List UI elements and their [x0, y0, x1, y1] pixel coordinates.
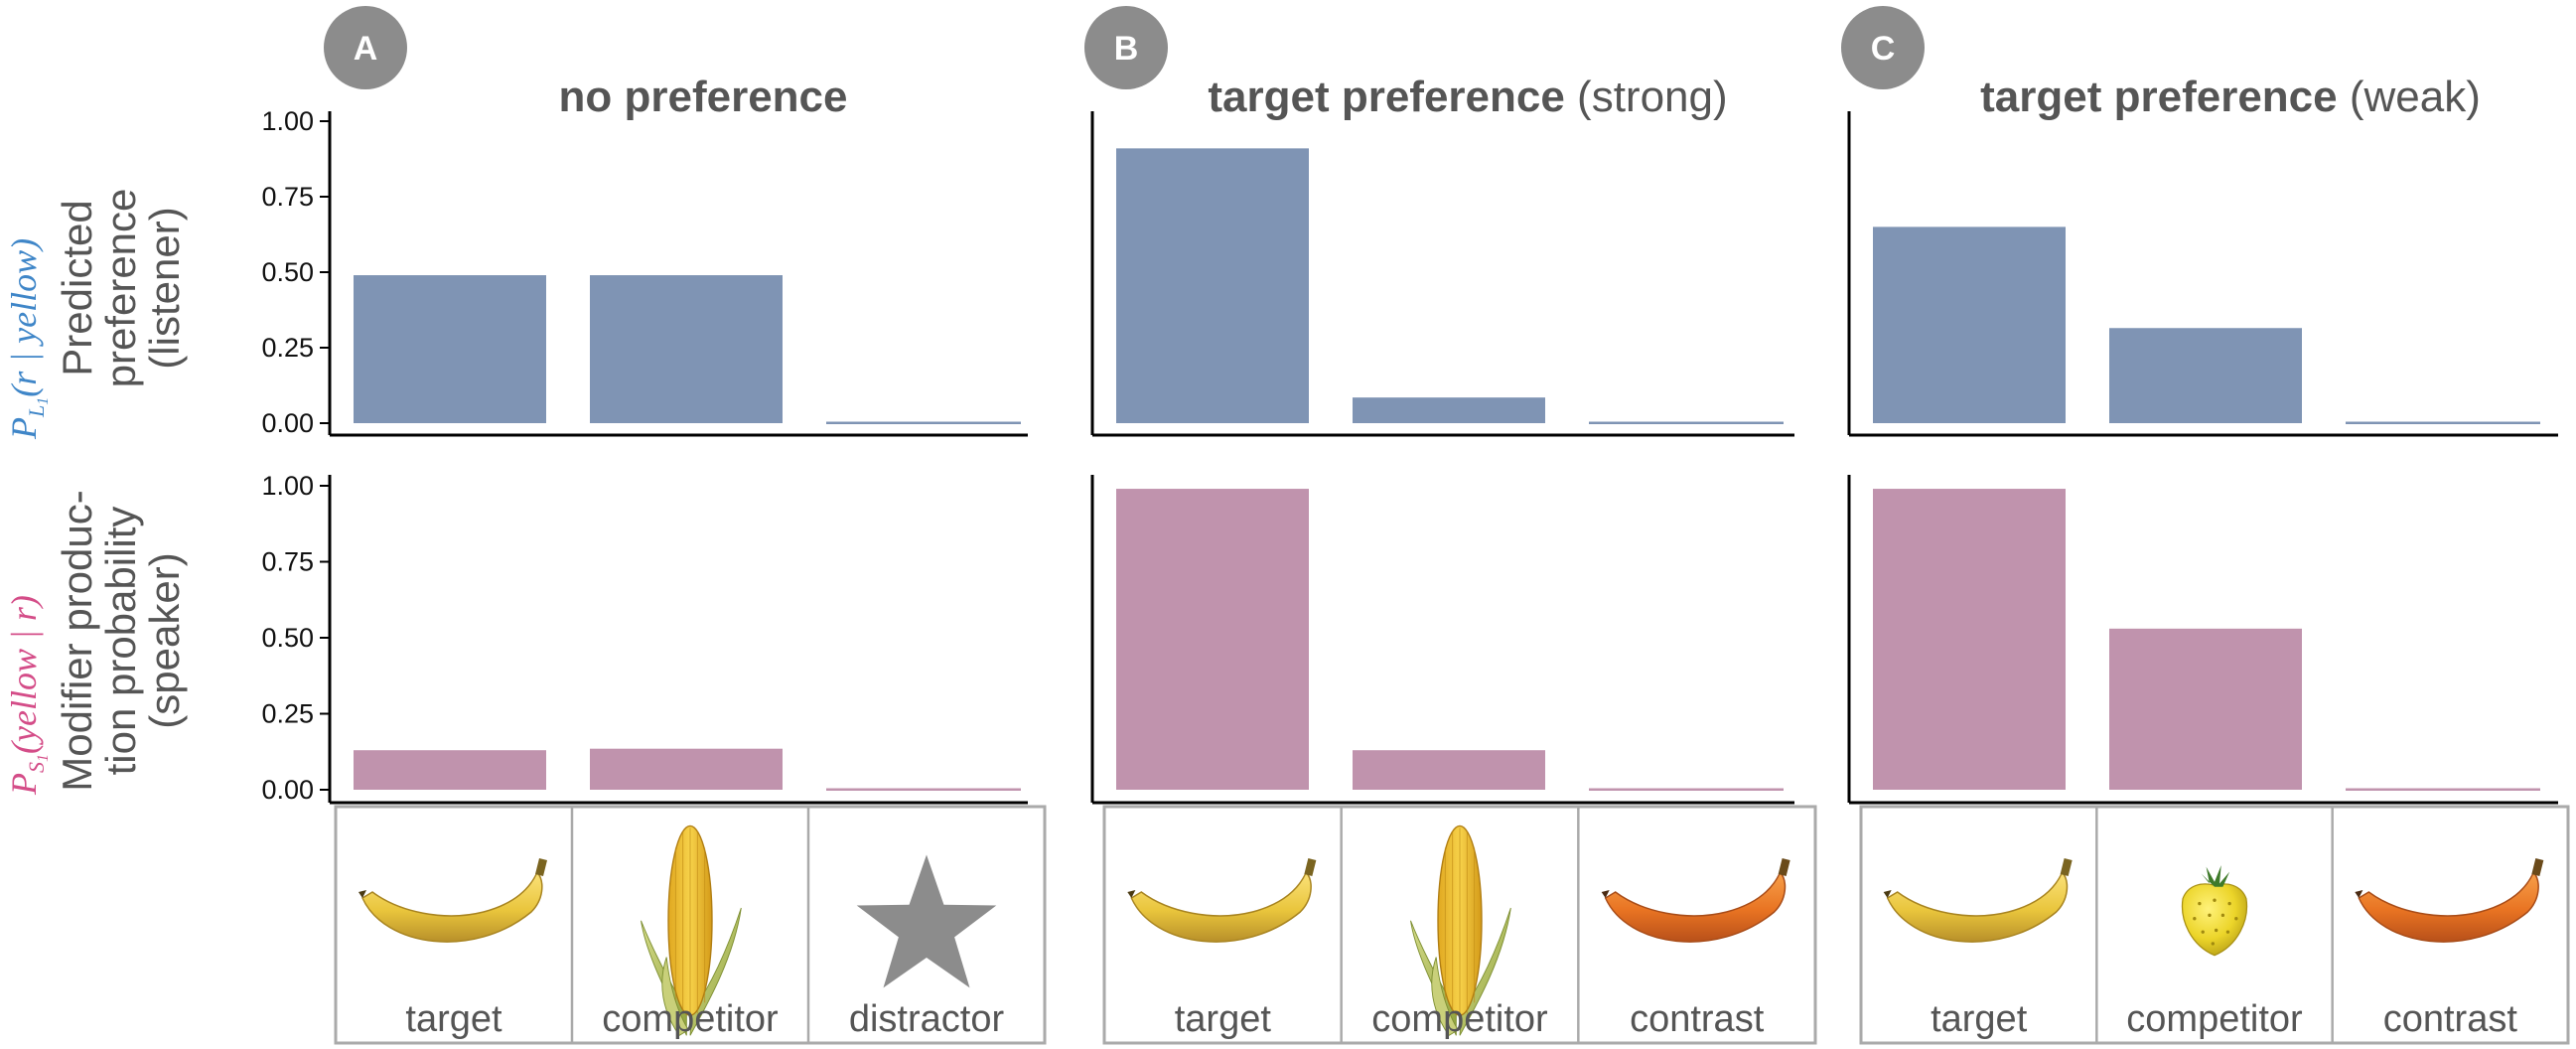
badge-letter: B	[1114, 30, 1139, 68]
chart-panels: Ano preference0.000.250.500.751.000.000.…	[261, 6, 2570, 1045]
y-tick-label: 0.25	[261, 699, 314, 729]
listener-axis-title-line2: preference	[97, 189, 144, 388]
bar-contrast-listener	[2346, 421, 2540, 424]
badge-circle	[324, 6, 407, 89]
math-subsub: 1	[35, 754, 52, 762]
category-label-target: target	[405, 998, 502, 1040]
listener-probability-label: PL1(r | yellow)	[4, 238, 52, 440]
y-tick-label: 0.75	[261, 182, 314, 212]
y-tick-label: 0.25	[261, 333, 314, 363]
math-arg: (yellow | r)	[4, 595, 44, 754]
category-label-competitor: competitor	[1371, 998, 1548, 1040]
title-rest-part: (weak)	[2338, 73, 2481, 121]
subplot-B-listener	[1090, 111, 1794, 437]
panel-title-C: target preference (weak)	[1980, 73, 2481, 121]
image-strip-B: target competitor contrast	[1102, 805, 1817, 1045]
title-bold-part: target preference	[1208, 73, 1564, 121]
bar-target-listener	[1873, 226, 2066, 423]
speaker-axis-title-line3: (speaker)	[141, 552, 188, 728]
bar-competitor-speaker	[2109, 628, 2302, 790]
y-tick-label: 0.75	[261, 547, 314, 577]
bar-competitor-speaker	[590, 748, 783, 790]
badge-letter: A	[354, 30, 378, 68]
image-strip-C: target competitor contrast	[1859, 805, 2570, 1045]
category-label-contrast: contrast	[1630, 998, 1765, 1040]
bar-distractor-listener	[826, 421, 1021, 424]
listener-axis-title-line3: (listener)	[141, 207, 188, 369]
bar-contrast-listener	[1589, 421, 1784, 424]
math-arg: (r | yellow)	[4, 238, 44, 397]
bar-target-speaker	[1873, 489, 2066, 790]
speaker-row-label: PS1(yellow | r) Modifier produc- tion pr…	[4, 490, 188, 796]
y-tick-label: 0.50	[261, 257, 314, 287]
title-bold-part: no preference	[559, 73, 848, 121]
bar-contrast-speaker	[2346, 788, 2540, 791]
panel-badge-C: C	[1841, 6, 1925, 89]
category-label-contrast: contrast	[2383, 998, 2518, 1040]
listener-axis-title-line1: Predicted	[54, 200, 100, 375]
subplot-A-speaker: 0.00 0.25 0.50 0.75 1.00	[261, 471, 1028, 805]
category-label-competitor: competitor	[602, 998, 779, 1040]
subplot-C-speaker	[1847, 475, 2558, 805]
y-tick-label: 0.00	[261, 408, 314, 438]
panel-title-B: target preference (strong)	[1208, 73, 1727, 121]
bar-competitor-listener	[590, 275, 783, 423]
category-label-target: target	[1175, 998, 1272, 1040]
title-bold-part: target preference	[1980, 73, 2337, 121]
category-label-target: target	[1931, 998, 2028, 1040]
category-label-distractor: distractor	[849, 998, 1005, 1040]
bar-target-speaker	[1116, 489, 1309, 790]
speaker-probability-label: PS1(yellow | r)	[4, 595, 52, 796]
image-strip-A: target competitor distractor	[334, 805, 1047, 1045]
badge-letter: C	[1871, 30, 1896, 68]
category-label-competitor: competitor	[2126, 998, 2303, 1040]
bar-target-listener	[354, 275, 546, 423]
math-sub: S	[24, 762, 49, 773]
math-sub: L	[24, 405, 49, 418]
subplot-C-listener	[1847, 111, 2558, 437]
speaker-axis-title-line2: tion probability	[97, 507, 144, 776]
badge-circle	[1084, 6, 1168, 89]
panel-badge-B: B	[1084, 6, 1168, 89]
bar-target-listener	[1116, 148, 1309, 424]
bar-competitor-listener	[1353, 397, 1545, 423]
math-P: P	[4, 773, 44, 796]
y-tick-label: 0.00	[261, 775, 314, 805]
y-tick-label: 0.50	[261, 623, 314, 653]
bar-competitor-listener	[2109, 328, 2302, 423]
title-rest-part: (strong)	[1565, 73, 1728, 121]
math-subsub: 1	[35, 397, 52, 405]
y-tick-label: 1.00	[261, 106, 314, 136]
bar-target-speaker	[354, 750, 546, 790]
bar-contrast-speaker	[1589, 788, 1784, 791]
listener-row-label: PL1(r | yellow) Predicted preference (li…	[4, 189, 188, 440]
math-P: P	[4, 417, 44, 440]
y-tick-label: 1.00	[261, 471, 314, 501]
subplot-B-speaker	[1090, 475, 1794, 805]
panel-title-A: no preference	[559, 73, 848, 121]
panel-badge-A: A	[324, 6, 407, 89]
badge-circle	[1841, 6, 1925, 89]
speaker-axis-title-line1: Modifier produc-	[54, 490, 100, 791]
bar-distractor-speaker	[826, 788, 1021, 791]
subplot-A-listener: 0.00 0.25 0.50 0.75 1.00	[261, 106, 1028, 438]
bar-competitor-speaker	[1353, 750, 1545, 790]
panel-A: Ano preference0.000.250.500.751.000.000.…	[261, 6, 1047, 1045]
